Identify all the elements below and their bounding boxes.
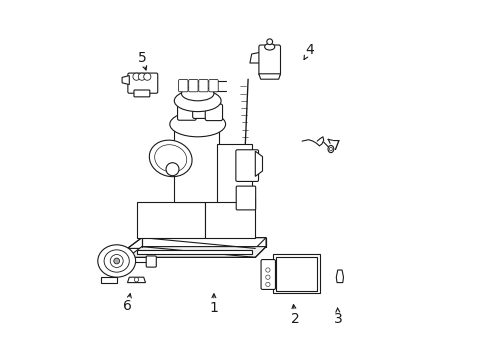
- Polygon shape: [122, 76, 129, 85]
- Ellipse shape: [174, 90, 221, 112]
- FancyBboxPatch shape: [258, 45, 280, 76]
- Polygon shape: [174, 130, 219, 202]
- Ellipse shape: [264, 44, 274, 50]
- Text: 5: 5: [137, 51, 146, 64]
- Circle shape: [134, 278, 139, 282]
- Polygon shape: [127, 277, 145, 283]
- FancyBboxPatch shape: [261, 260, 275, 289]
- FancyBboxPatch shape: [127, 73, 158, 93]
- Polygon shape: [101, 277, 117, 283]
- FancyBboxPatch shape: [177, 103, 196, 120]
- Ellipse shape: [169, 112, 225, 137]
- Polygon shape: [136, 250, 251, 254]
- Polygon shape: [136, 202, 204, 238]
- FancyBboxPatch shape: [235, 150, 258, 181]
- Polygon shape: [273, 254, 320, 293]
- Ellipse shape: [327, 145, 333, 153]
- Polygon shape: [255, 151, 262, 176]
- Circle shape: [265, 282, 269, 287]
- Polygon shape: [258, 74, 280, 79]
- FancyBboxPatch shape: [236, 186, 255, 210]
- Circle shape: [265, 275, 269, 279]
- Circle shape: [133, 73, 140, 80]
- FancyBboxPatch shape: [199, 80, 208, 92]
- Circle shape: [266, 39, 272, 45]
- FancyBboxPatch shape: [192, 101, 209, 118]
- Ellipse shape: [181, 86, 213, 101]
- Polygon shape: [336, 270, 343, 283]
- Polygon shape: [127, 247, 265, 257]
- Ellipse shape: [154, 145, 186, 172]
- FancyBboxPatch shape: [134, 90, 149, 97]
- Ellipse shape: [149, 140, 192, 177]
- FancyBboxPatch shape: [178, 80, 187, 92]
- Text: 6: 6: [123, 299, 132, 313]
- Text: 2: 2: [290, 312, 299, 325]
- Circle shape: [166, 163, 179, 176]
- Circle shape: [110, 255, 123, 267]
- Circle shape: [114, 258, 120, 264]
- Ellipse shape: [104, 250, 129, 272]
- Text: 4: 4: [305, 44, 313, 57]
- FancyBboxPatch shape: [146, 256, 156, 267]
- Polygon shape: [127, 238, 265, 248]
- Ellipse shape: [329, 147, 332, 151]
- Text: 1: 1: [209, 301, 218, 315]
- Circle shape: [143, 73, 151, 80]
- FancyBboxPatch shape: [208, 80, 218, 92]
- Text: 7: 7: [331, 139, 340, 153]
- Circle shape: [138, 73, 145, 80]
- Polygon shape: [204, 198, 255, 238]
- Circle shape: [265, 268, 269, 272]
- Polygon shape: [217, 144, 251, 202]
- FancyBboxPatch shape: [188, 80, 198, 92]
- Polygon shape: [276, 257, 317, 291]
- Ellipse shape: [98, 245, 135, 277]
- FancyBboxPatch shape: [205, 104, 222, 121]
- Text: 3: 3: [333, 312, 342, 325]
